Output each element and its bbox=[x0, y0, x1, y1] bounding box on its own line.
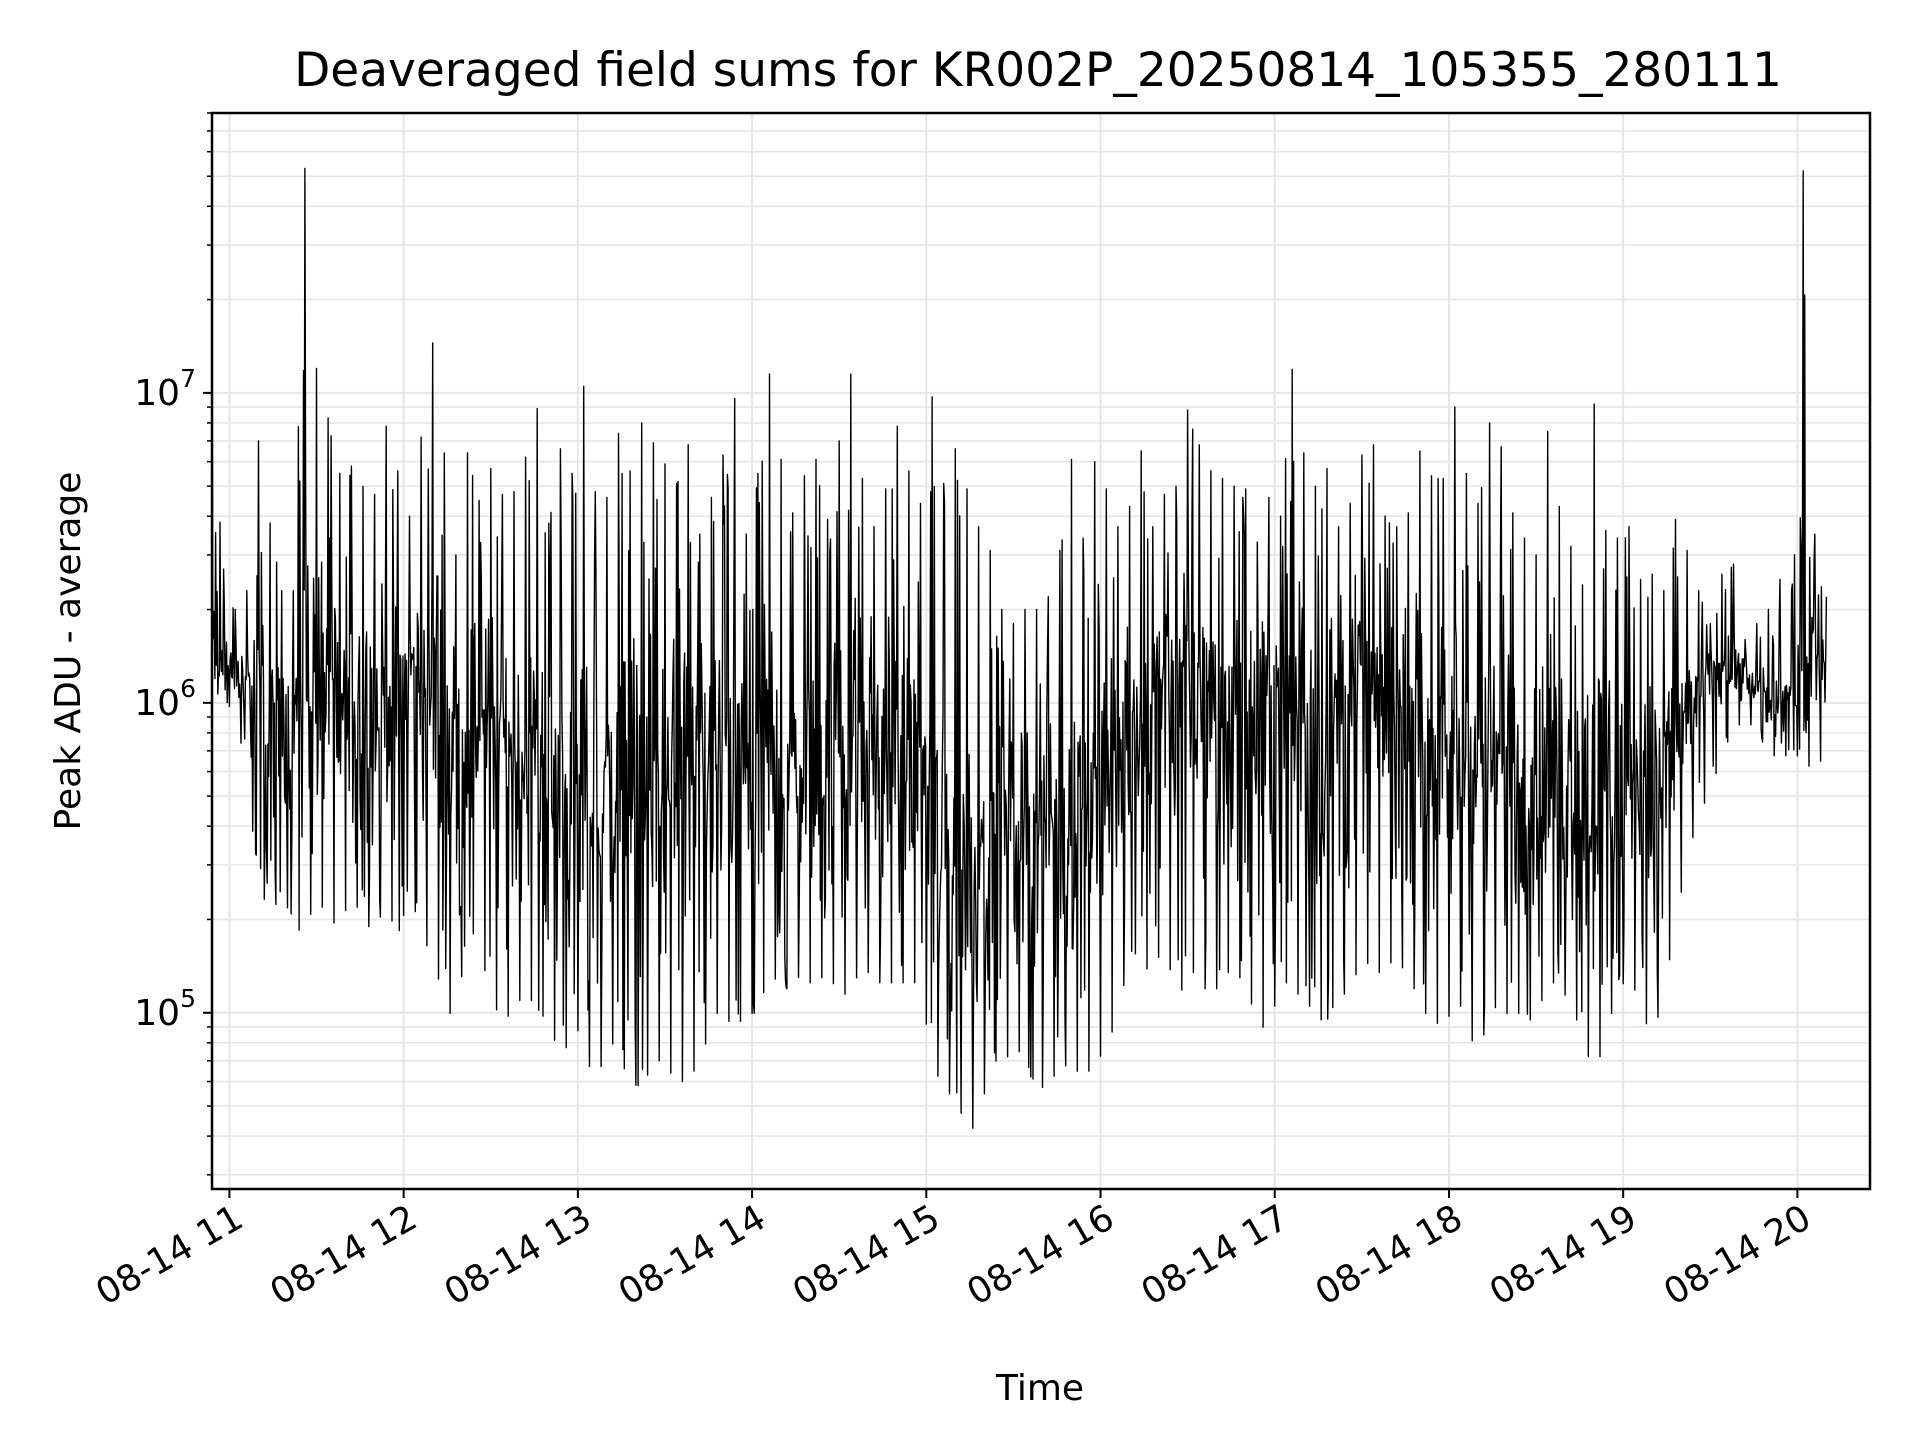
x-tick-label: 08-14 12 bbox=[263, 1197, 424, 1313]
x-tick-label: 08-14 19 bbox=[1483, 1197, 1644, 1313]
y-tick-exponent: 7 bbox=[180, 364, 196, 393]
x-tick-label: 08-14 16 bbox=[960, 1197, 1121, 1313]
series-layer bbox=[211, 167, 1828, 1129]
x-axis-label: Time bbox=[995, 1368, 1084, 1409]
x-tick-label: 08-14 18 bbox=[1309, 1197, 1470, 1313]
chart-title: Deaveraged field sums for KR002P_2025081… bbox=[294, 43, 1782, 98]
y-tick-base: 10 bbox=[134, 373, 180, 414]
y-tick-label: 105 bbox=[134, 984, 196, 1034]
series-line bbox=[211, 167, 1828, 1129]
y-axis-label: Peak ADU - average bbox=[48, 472, 89, 831]
x-axis-ticks: 08-14 11 08-14 12 08-14 13 08-14 14 08-14 15… bbox=[89, 1189, 1818, 1314]
x-tick-label: 08-14 15 bbox=[786, 1197, 947, 1313]
x-tick-label: 08-14 17 bbox=[1135, 1197, 1296, 1313]
plot-frame bbox=[210, 111, 1872, 1191]
x-tick-label: 08-14 11 bbox=[89, 1197, 250, 1313]
y-tick-label: 107 bbox=[134, 364, 196, 414]
y-tick-base: 10 bbox=[134, 683, 180, 724]
x-tick-label: 08-14 13 bbox=[438, 1197, 599, 1313]
y-tick-exponent: 5 bbox=[180, 984, 196, 1013]
y-tick-exponent: 6 bbox=[180, 674, 196, 703]
x-tick-label: 08-14 14 bbox=[612, 1197, 773, 1313]
y-tick-label: 106 bbox=[134, 674, 196, 724]
x-tick-label: 08-14 20 bbox=[1657, 1197, 1818, 1313]
y-tick-base: 10 bbox=[134, 993, 180, 1034]
plot-area bbox=[210, 111, 1872, 1191]
